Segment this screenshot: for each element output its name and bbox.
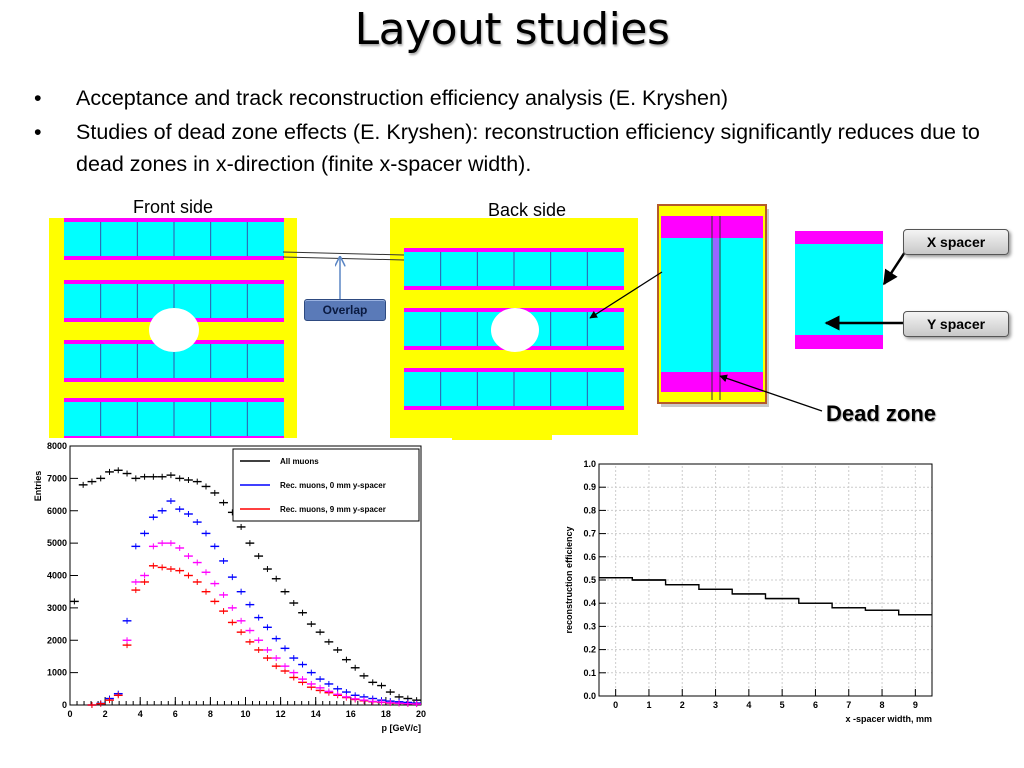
overlap-line-bottom	[282, 256, 405, 261]
overlap-line-top	[282, 251, 405, 256]
bullet-list: • Acceptance and track reconstruction eff…	[30, 82, 990, 182]
bullet-item: • Studies of dead zone effects (E. Kryshe…	[30, 116, 990, 180]
back-panel	[390, 218, 638, 440]
spacer-detail-pad	[795, 244, 883, 335]
front-panel	[49, 218, 297, 440]
dead-zone-band	[713, 238, 719, 372]
dead-zone-label: Dead zone	[826, 401, 937, 426]
bullet-text: Studies of dead zone effects (E. Kryshen…	[76, 120, 980, 176]
overlap-badge: Overlap	[304, 299, 386, 321]
beam-hole	[149, 308, 199, 352]
beam-hole	[491, 308, 539, 352]
bullet-glyph: •	[34, 86, 42, 110]
bullet-text: Acceptance and track reconstruction effi…	[76, 86, 729, 110]
slide-title: Layout studies	[354, 4, 670, 55]
x-spacer-arrow	[882, 251, 907, 286]
front-side-label: Front side	[133, 197, 214, 217]
overlap-label: Overlap	[322, 303, 368, 317]
x-spacer-callout: X spacer	[903, 229, 1009, 255]
bullet-item: • Acceptance and track reconstruction eff…	[30, 82, 990, 114]
dead-zone-arrow	[719, 374, 823, 412]
y-spacer-label: Y spacer	[926, 316, 986, 332]
zoom-pointer	[589, 271, 663, 319]
back-side-label: Back side	[488, 200, 567, 220]
x-spacer-label: X spacer	[926, 234, 986, 250]
bullet-glyph: •	[34, 120, 42, 144]
y-spacer-callout: Y spacer	[903, 311, 1009, 337]
